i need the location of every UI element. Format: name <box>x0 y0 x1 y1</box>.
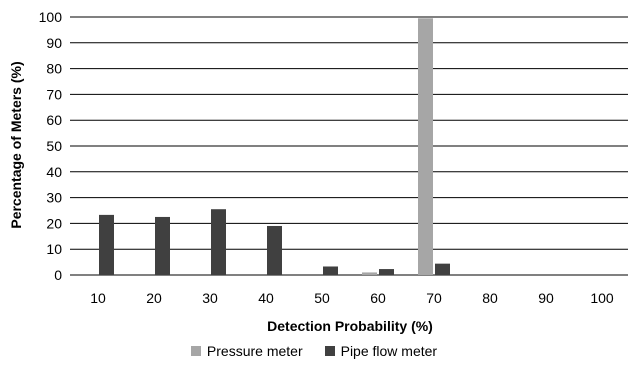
bar-pipe-flow-meter-10 <box>99 214 114 275</box>
legend-label-pressure-meter: Pressure meter <box>206 343 303 359</box>
x-tick-label: 50 <box>314 290 330 306</box>
legend: Pressure meter Pipe flow meter <box>0 343 628 359</box>
bar-pipe-flow-meter-70 <box>435 263 450 275</box>
bar-pipe-flow-meter-20 <box>155 216 170 275</box>
y-tick-label: 40 <box>46 164 62 180</box>
x-tick-label: 90 <box>538 290 554 306</box>
legend-item-pressure-meter: Pressure meter <box>190 343 303 359</box>
y-tick-labels: 0 10 20 30 40 50 60 70 80 90 100 <box>39 9 63 283</box>
bar-pipe-flow-meter-40 <box>267 225 282 275</box>
y-axis-title: Percentage of Meters (%) <box>8 61 24 228</box>
legend-swatch-pipe-flow-meter <box>324 346 335 356</box>
x-tick-labels: 10 20 30 40 50 60 70 80 90 100 <box>90 290 614 306</box>
bar-pressure-meter-70 <box>418 18 433 275</box>
y-tick-label: 80 <box>46 61 62 77</box>
y-tick-label: 30 <box>46 190 62 206</box>
bar-pipe-flow-meter-60 <box>379 269 394 275</box>
bar-pipe-flow-meter-30 <box>211 209 226 275</box>
legend-swatch-pressure-meter <box>190 346 201 356</box>
x-tick-label: 30 <box>202 290 218 306</box>
y-tick-label: 50 <box>46 138 62 154</box>
x-tick-label: 40 <box>258 290 274 306</box>
x-tick-label: 10 <box>90 290 106 306</box>
legend-item-pipe-flow-meter: Pipe flow meter <box>324 343 438 359</box>
bar-pressure-meter-60 <box>362 272 377 275</box>
y-tick-label: 60 <box>46 112 62 128</box>
grid-lines <box>70 16 628 276</box>
y-tick-label: 20 <box>46 215 62 231</box>
x-tick-label: 60 <box>370 290 386 306</box>
y-tick-label: 70 <box>46 86 62 102</box>
y-tick-label: 0 <box>54 267 62 283</box>
bar-pipe-flow-meter-50 <box>323 266 338 275</box>
bars <box>99 18 450 275</box>
y-tick-label: 10 <box>46 241 62 257</box>
y-tick-label: 100 <box>39 9 63 25</box>
legend-label-pipe-flow-meter: Pipe flow meter <box>340 343 438 359</box>
x-tick-label: 100 <box>590 290 614 306</box>
chart: 0 10 20 30 40 50 60 70 80 90 100 10 20 30 40 50 60 70 80 9… <box>8 9 628 334</box>
x-tick-label: 80 <box>482 290 498 306</box>
x-tick-label: 70 <box>426 290 442 306</box>
x-axis-title: Detection Probability (%) <box>267 318 433 334</box>
y-tick-label: 90 <box>46 35 62 51</box>
x-tick-label: 20 <box>146 290 162 306</box>
